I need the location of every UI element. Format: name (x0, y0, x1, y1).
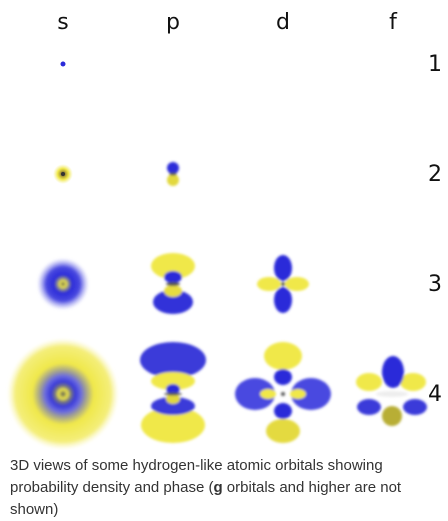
figure-caption: 3D views of some hydrogen-like atomic or… (10, 455, 440, 521)
column-header-p: p (166, 10, 180, 35)
column-header-d: d (276, 10, 290, 35)
orbital-4f (356, 356, 427, 426)
column-header-f: f (389, 10, 397, 35)
orbital-4p (140, 342, 206, 443)
row-label-1: 1 (428, 52, 442, 77)
column-header-s: s (57, 10, 69, 35)
caption-bold-g: g (213, 479, 223, 496)
orbital-grid (7, 61, 427, 450)
orbital-1s (60, 61, 66, 67)
row-label-2: 2 (428, 162, 442, 187)
orbital-2s (53, 164, 73, 184)
orbital-3d (257, 255, 309, 313)
row-label-4: 4 (428, 382, 442, 407)
orbital-4d (235, 342, 331, 443)
orbital-3p (151, 253, 195, 314)
row-label-3: 3 (428, 272, 442, 297)
caption-text-before: 3D views of some hydrogen-like atomic or… (10, 457, 383, 496)
orbital-2p (167, 162, 179, 186)
caption-text-after: orbitals and higher are not shown) (10, 479, 402, 518)
orbital-3s (37, 258, 89, 310)
orbital-4s (7, 338, 119, 450)
